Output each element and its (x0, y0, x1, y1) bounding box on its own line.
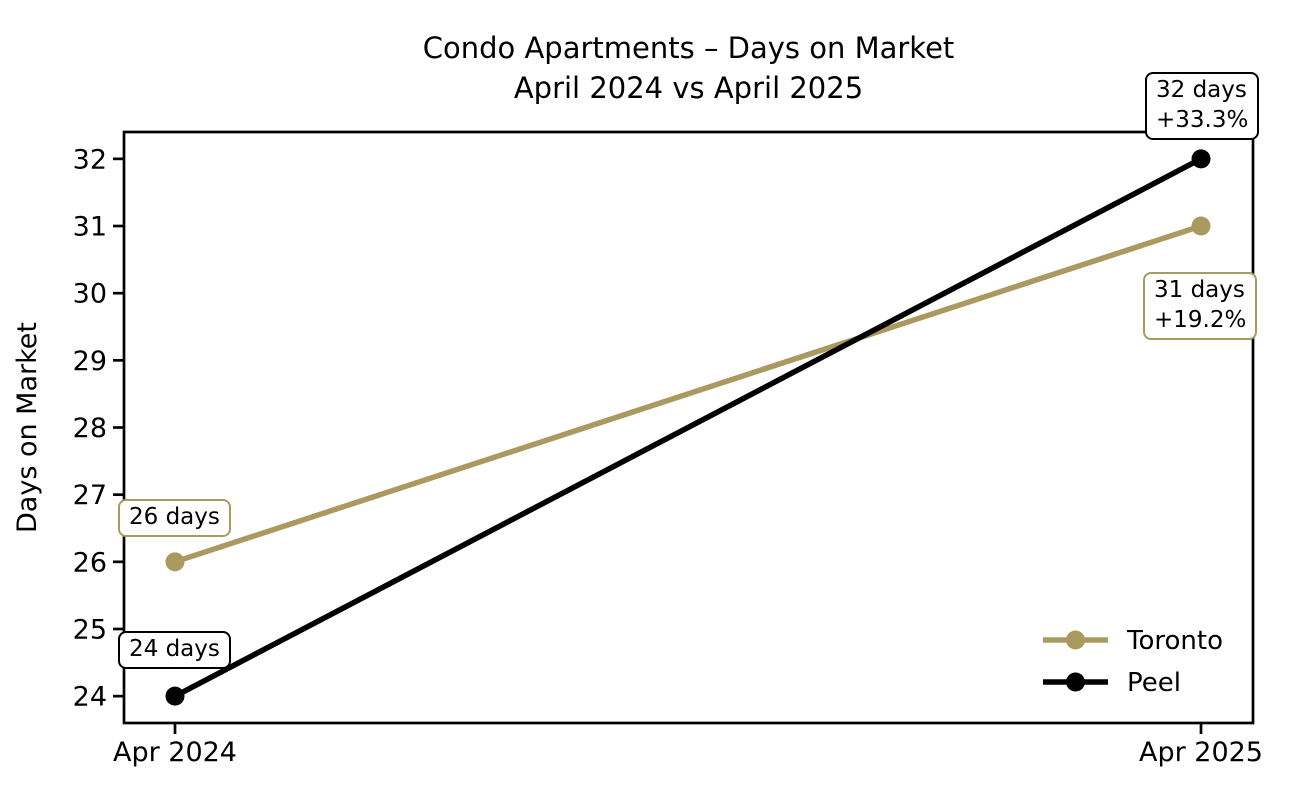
data-point-toronto-apr-2025 (1191, 216, 1211, 236)
x-tick-label: Apr 2024 (113, 737, 237, 768)
y-tick-label: 26 (73, 547, 107, 578)
x-tick-label: Apr 2025 (1139, 737, 1263, 768)
y-axis-label: Days on Market (12, 322, 43, 533)
annotation-peel-apr2025: 32 days +33.3% (1145, 71, 1260, 140)
chart-title-line1: Condo Apartments – Days on Market (422, 31, 955, 65)
data-point-peel-apr-2025 (1191, 149, 1211, 169)
data-point-peel-apr-2024 (165, 686, 185, 706)
annotation-change: +19.2% (1154, 307, 1247, 334)
y-tick-label: 25 (73, 614, 107, 645)
legend-label-toronto: Toronto (1126, 626, 1223, 656)
series-line-peel (172, 156, 1204, 699)
y-tick-label: 27 (73, 480, 107, 511)
annotation-value: 31 days (1154, 277, 1245, 304)
chart-title-line2: April 2024 vs April 2025 (513, 71, 864, 105)
data-point-toronto-apr-2024 (165, 552, 185, 572)
annotation-value: 26 days (129, 503, 220, 530)
y-tick-label: 30 (73, 279, 107, 310)
legend-marker-toronto (1066, 630, 1085, 650)
legend-label-peel: Peel (1127, 668, 1181, 698)
chart-title: Condo Apartments – Days on Market April … (124, 28, 1253, 108)
annotation-value: 24 days (129, 636, 220, 663)
annotation-toronto-apr2024: 26 days (118, 498, 231, 537)
annotation-value: 32 days (1156, 76, 1247, 103)
annotation-peel-apr2024: 24 days (118, 631, 231, 670)
y-tick-label: 31 (73, 212, 107, 243)
y-tick-label: 29 (73, 346, 107, 377)
y-tick-label: 24 (73, 682, 107, 713)
annotation-toronto-apr2025: 31 days +19.2% (1143, 272, 1258, 341)
y-tick-label: 28 (73, 413, 107, 444)
annotation-change: +33.3% (1156, 106, 1249, 133)
y-tick-label: 32 (73, 144, 107, 175)
legend-marker-peel (1066, 672, 1085, 692)
series-line-toronto (172, 223, 1204, 565)
